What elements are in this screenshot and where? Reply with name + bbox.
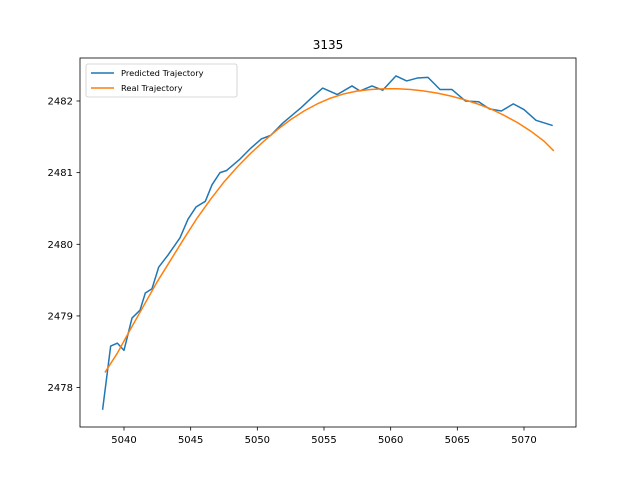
x-tick-label: 5065 [445, 435, 470, 446]
legend-box [85, 63, 238, 98]
axes: 5040 5045 5050 5055 5060 5065 5070 2478 2479 2480… [48, 57, 577, 446]
chart-title: 3135 [313, 38, 344, 52]
y-tick-label: 2478 [48, 383, 73, 394]
x-tick-label: 5050 [245, 435, 270, 446]
x-tick-label: 5070 [511, 435, 536, 446]
axes-frame [79, 57, 577, 428]
y-tick-label: 2480 [48, 240, 73, 251]
y-tick-label: 2479 [48, 311, 73, 322]
y-tick-label: 2481 [48, 168, 73, 179]
x-tick-label: 5045 [178, 435, 203, 446]
series-line-real [104, 88, 555, 373]
x-tick-label: 5055 [311, 435, 336, 446]
plot-area [101, 75, 555, 410]
legend: Predicted Trajectory Real Trajectory [85, 63, 238, 98]
x-tick-label: 5060 [378, 435, 403, 446]
x-tick-label: 5040 [111, 435, 136, 446]
legend-label: Real Trajectory [121, 83, 183, 93]
y-tick-label: 2482 [48, 96, 73, 107]
legend-label: Predicted Trajectory [121, 68, 204, 78]
